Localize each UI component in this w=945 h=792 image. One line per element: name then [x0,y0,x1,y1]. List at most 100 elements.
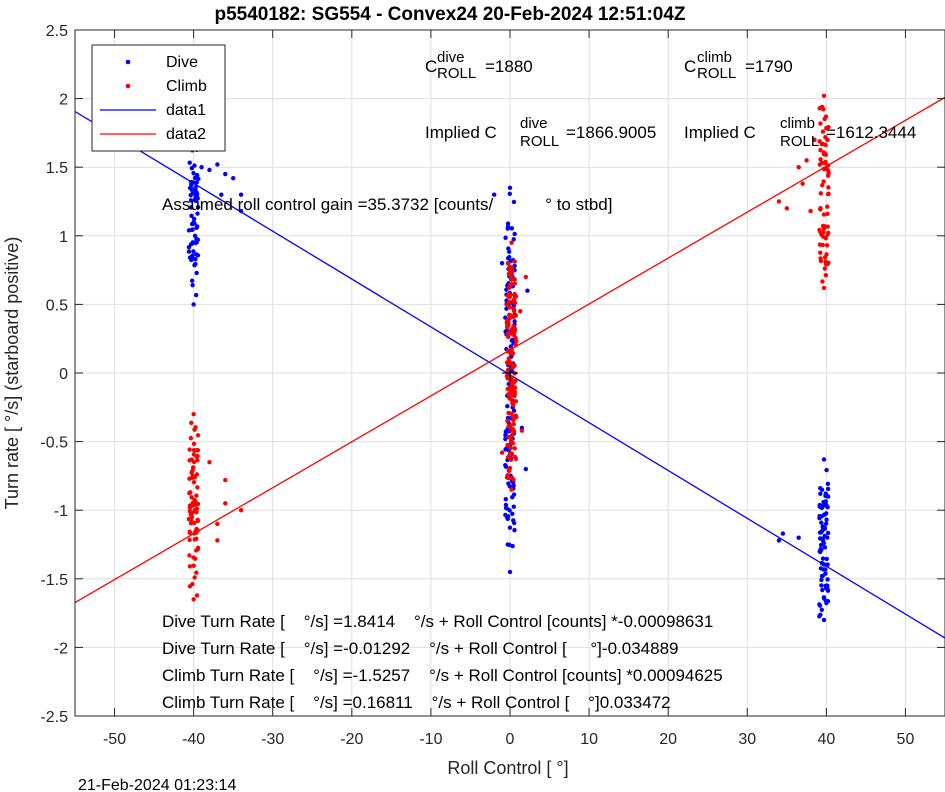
point-climb [509,432,515,438]
point-dive [503,447,508,452]
point-climb [509,487,514,492]
point-dive [824,556,829,562]
point-climb [187,447,192,452]
x-tick-label: 20 [659,731,677,748]
point-climb [504,475,510,480]
y-tick-label: 1.5 [46,160,68,177]
equation-climb-counts: Climb Turn Rate [ °/s] =-1.5257 °/s + Ro… [162,666,723,685]
point-climb [194,509,199,515]
c-climb-sup: climb [697,49,732,66]
point-climb [821,179,826,184]
point-climb [187,564,193,569]
point-climb [194,472,200,477]
point-dive [821,617,827,623]
point-climb [508,270,513,275]
point-climb [514,338,519,344]
point-climb [820,279,825,284]
implied-dive-sup: dive [520,115,548,132]
point-climb [511,414,517,419]
point-dive [192,221,197,226]
point-climb [509,411,514,416]
point-climb [818,121,823,126]
point-climb [523,274,529,280]
point-climb [194,593,200,598]
point-climb [817,242,823,247]
point-dive [817,602,822,607]
point-dive [821,499,826,505]
legend-data1-label: data1 [166,102,206,119]
point-climb [511,308,517,314]
point-dive [505,255,511,261]
point-climb [506,260,511,266]
point-dive [195,205,201,210]
implied-climb-sup: climb [780,115,815,132]
point-climb [512,446,517,451]
point-dive [219,192,224,197]
point-dive [507,185,513,190]
point-climb [507,396,512,401]
point-climb [195,458,200,463]
point-climb [223,477,228,483]
point-dive [192,163,197,168]
point-climb [512,296,517,302]
c-climb-base: C [684,57,696,76]
point-climb [195,453,200,459]
c-dive-sup: dive [437,49,465,66]
point-dive [824,503,829,508]
implied-dive-sub: ROLL [520,133,559,150]
point-dive [819,607,825,612]
point-climb [194,536,199,541]
x-tick-label: -50 [103,731,126,748]
point-dive [503,436,508,442]
y-axis-label: Turn rate [ °/s] (starboard positive) [2,237,22,510]
point-climb [825,211,830,216]
point-dive [186,249,192,254]
y-tick-label: 0.5 [46,297,68,314]
point-dive [189,182,194,187]
point-climb [195,501,201,507]
point-dive [190,227,195,232]
point-climb [191,452,197,457]
point-climb [191,441,197,446]
point-dive [505,224,511,229]
point-climb [194,506,200,511]
point-dive [195,253,201,258]
point-climb [513,456,519,462]
legend: Dive Climb data1 data2 [91,44,226,152]
point-climb [822,266,828,271]
point-dive [819,583,824,588]
x-tick-label: -20 [340,731,363,748]
c-climb-sub: ROLL [697,65,736,82]
point-climb [191,563,196,568]
point-climb [820,183,825,188]
point-dive [503,464,509,469]
point-climb [826,124,831,130]
legend-box [91,44,226,152]
point-climb [191,555,196,560]
point-dive [817,502,822,508]
point-climb [187,509,193,514]
point-dive [191,249,196,254]
point-dive [503,429,509,434]
point-climb [238,508,244,513]
point-dive [825,481,831,486]
point-climb [215,521,220,527]
point-climb [519,428,525,433]
legend-dive-label: Dive [166,54,198,71]
implied-climb-prefix: Implied C [684,123,756,142]
fit-equations: Dive Turn Rate [ °/s] =1.8414 °/s + Roll… [162,612,723,712]
point-dive [504,506,510,511]
point-climb [776,199,782,204]
implied-dive-prefix: Implied C [425,123,497,142]
legend-climb-label: Climb [166,78,207,95]
equation-dive-degrees: Dive Turn Rate [ °/s] =-0.01292 °/s + Ro… [162,639,678,658]
implied-dive-annotation: Implied C dive ROLL =1866.9005 [425,115,656,150]
point-climb [195,433,201,438]
point-climb [194,493,199,498]
point-dive [506,249,512,254]
point-climb [187,529,192,534]
point-climb [207,459,212,465]
point-climb [189,457,194,462]
gain-annotation: Assumed roll control gain =35.3732 [coun… [162,195,612,214]
implied-climb-annotation: Implied C climb ROLL =1612.3444 [684,115,916,150]
